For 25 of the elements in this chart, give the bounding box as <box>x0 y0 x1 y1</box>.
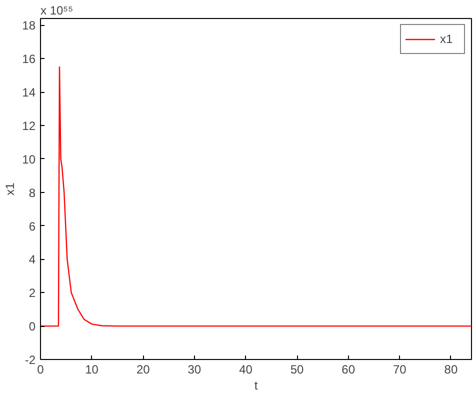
x-tick-label: 0 <box>37 362 44 376</box>
y-tick-label: 2 <box>28 286 36 300</box>
y-tick-label: 16 <box>22 52 36 66</box>
x-tick-label: 80 <box>444 362 458 376</box>
x-tick-label: 30 <box>188 362 202 376</box>
y-tick-label: 10 <box>22 152 36 166</box>
y-tick-label: -2 <box>24 353 36 367</box>
y-tick-label: 12 <box>22 118 36 133</box>
x-tick-label: 10 <box>85 362 99 376</box>
y-tick-label: 14 <box>22 86 36 100</box>
legend-label: x1 <box>440 32 454 46</box>
x-tick-label: 20 <box>136 362 150 376</box>
x-tick-label: 60 <box>342 362 356 376</box>
y-tick-label: 18 <box>22 18 36 33</box>
y-tick-label: 6 <box>28 219 36 234</box>
x-axis-title: t <box>254 378 258 392</box>
line-series <box>40 66 472 327</box>
y-tick-label: 0 <box>28 320 36 334</box>
x-tick-label: 50 <box>290 362 304 376</box>
text: x 10⁵⁵ <box>40 4 74 18</box>
x-tick-label: 40 <box>239 362 253 376</box>
y-axis-title: x1 <box>3 182 18 196</box>
y-tick-label: 4 <box>28 252 36 267</box>
x-tick-label: 70 <box>392 362 407 376</box>
y-tick-label: 8 <box>28 186 36 200</box>
